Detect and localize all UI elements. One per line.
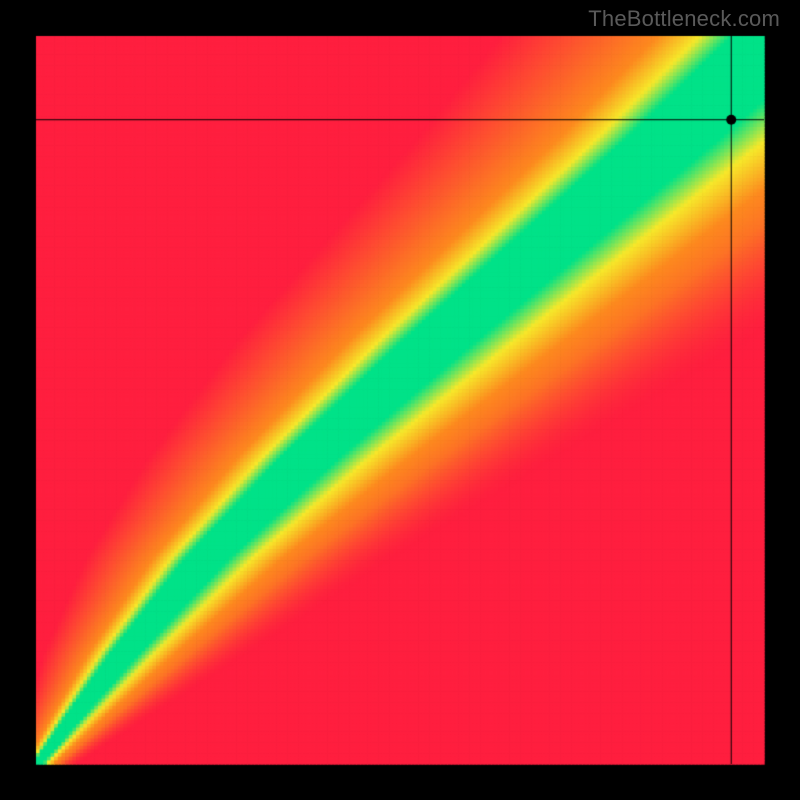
watermark-text: TheBottleneck.com — [588, 6, 780, 32]
bottleneck-heatmap — [0, 0, 800, 800]
chart-container: TheBottleneck.com — [0, 0, 800, 800]
